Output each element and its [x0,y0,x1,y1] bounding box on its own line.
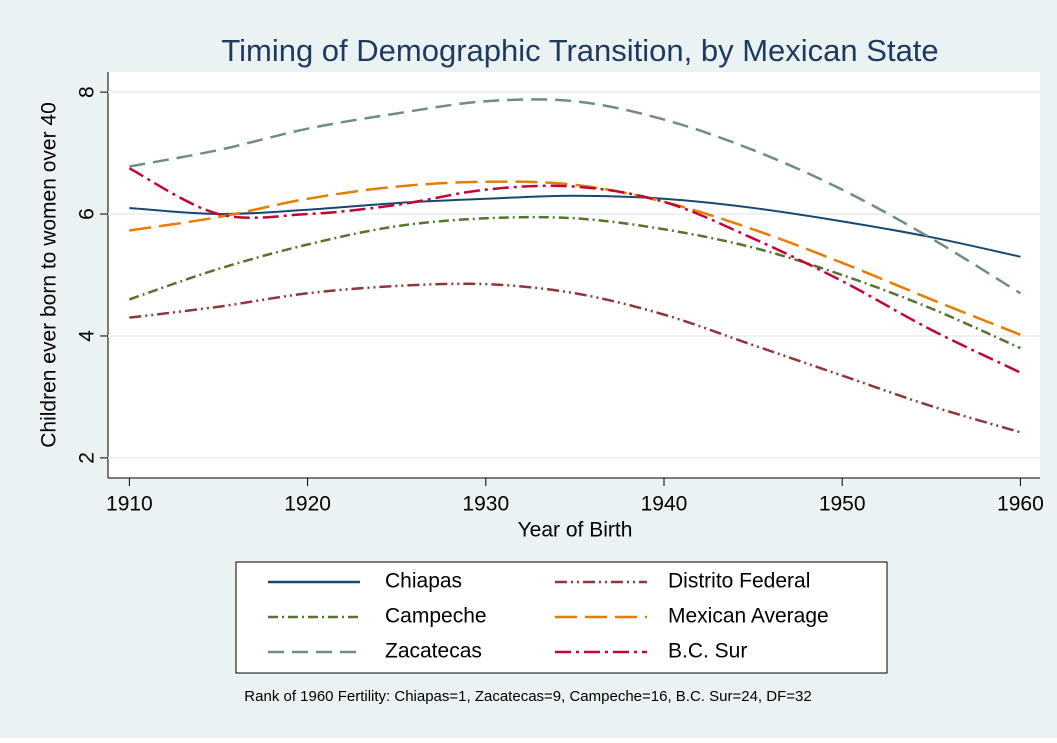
series-line [129,282,1021,434]
y-tick-label: 2 [76,452,99,464]
y-axis-label: Children ever born to women over 40 [38,102,61,448]
series-line [129,98,1022,295]
legend-label: B.C. Sur [668,640,747,663]
x-tick-label: 1950 [819,493,866,516]
x-axis-label: Year of Birth [518,519,633,542]
legend-label: Mexican Average [668,605,829,628]
legend-label: Chiapas [385,570,462,593]
x-tick-label: 1920 [284,493,331,516]
plot-area [108,72,1040,478]
y-tick-label: 6 [76,208,99,220]
legend-label: Campeche [385,605,487,628]
series-line [128,167,1021,374]
x-tick-label: 1940 [641,493,688,516]
note: Rank of 1960 Fertility: Chiapas=1, Zacat… [244,688,811,705]
x-tick-label: 1960 [997,493,1044,516]
series-line [129,180,1021,336]
y-tick-label: 8 [76,86,99,98]
legend-label: Zacatecas [385,640,482,663]
legend-label: Distrito Federal [668,570,810,593]
chart-title: Timing of Demographic Transition, by Mex… [221,33,938,68]
x-tick-label: 1910 [106,493,153,516]
y-tick-label: 4 [76,330,99,342]
series-line [129,194,1021,258]
x-tick-label: 1930 [462,493,509,516]
